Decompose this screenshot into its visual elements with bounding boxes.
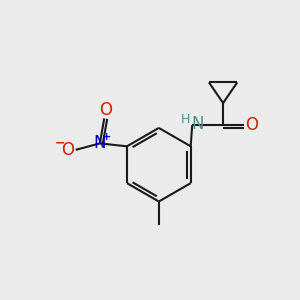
Text: N: N: [191, 115, 204, 133]
Text: H: H: [181, 113, 190, 126]
Text: +: +: [102, 132, 111, 142]
Text: −: −: [55, 137, 66, 150]
Text: O: O: [61, 141, 74, 159]
Text: N: N: [94, 134, 106, 152]
Text: O: O: [99, 101, 112, 119]
Text: O: O: [245, 116, 259, 134]
